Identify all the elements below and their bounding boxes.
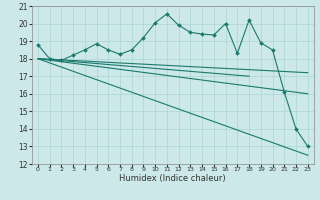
X-axis label: Humidex (Indice chaleur): Humidex (Indice chaleur) <box>119 174 226 183</box>
